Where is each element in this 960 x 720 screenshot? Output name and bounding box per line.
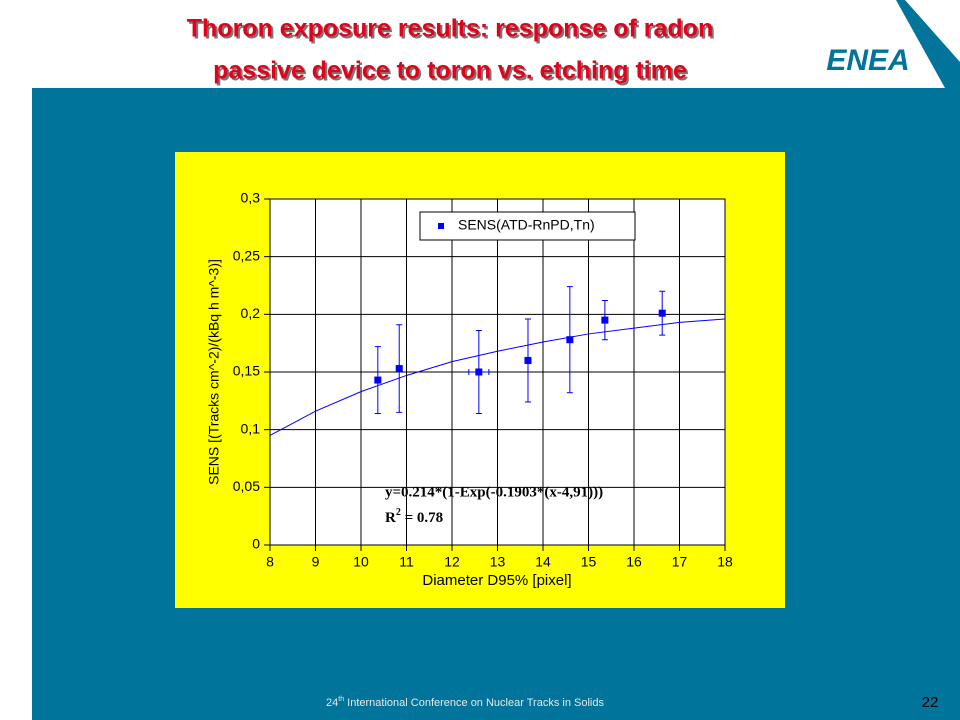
fit-r2: R2 = 0.78 — [385, 507, 443, 526]
x-tick-label: 12 — [444, 554, 460, 570]
x-tick-label: 10 — [353, 554, 369, 570]
point — [395, 365, 403, 373]
fit-curve — [269, 318, 726, 436]
r2-value: = 0.78 — [401, 510, 443, 526]
logo: ENEA — [826, 44, 909, 77]
title-line: passive device to toron vs. etching time — [213, 57, 687, 85]
x-tick-label: 18 — [717, 554, 733, 570]
title-shadow: Thoron exposure results: response of rad… — [189, 17, 715, 45]
y-tick-label: 0,3 — [241, 190, 261, 206]
y-tick-label: 0 — [252, 536, 260, 552]
title: Thoron exposure results: response of rad… — [187, 15, 715, 87]
point — [566, 336, 574, 344]
legend — [419, 211, 636, 241]
y-tick-label: 0,25 — [233, 247, 260, 263]
x-tick-label: 14 — [535, 554, 551, 570]
point — [374, 376, 382, 384]
plot: 0 0,05 0,1 0,15 0,2 0,25 0,3 8 9 10 11 12 13 14 15 16 17… — [233, 190, 733, 570]
point — [601, 316, 609, 324]
legend-label: SENS(ATD-RnPD,Tn) — [458, 217, 595, 233]
title-line: Thoron exposure results: response of rad… — [187, 15, 713, 43]
r2-base: R — [385, 510, 396, 526]
footer-number: 24 — [326, 697, 338, 709]
point — [524, 356, 532, 364]
x-tick-label: 13 — [490, 554, 506, 570]
y-tick-label: 0,15 — [233, 363, 260, 379]
point — [658, 309, 666, 317]
x-tick-label: 8 — [266, 554, 274, 570]
y-tick-label: 0,1 — [241, 420, 261, 436]
page-number: 22 — [922, 694, 939, 711]
footer-text: International Conference on Nuclear Trac… — [344, 697, 604, 709]
fit-equation: y=0.214*(1-Exp(-0.1903*(x-4,91))) — [385, 484, 603, 500]
corner-white — [905, 0, 960, 62]
footer: 24th International Conference on Nuclear… — [326, 696, 604, 709]
y-axis-label: SENS [(Tracks cm^-2)/(kBq h m^-3)] — [206, 259, 222, 485]
r2-sup: 2 — [396, 507, 401, 518]
footer-sup: th — [338, 696, 344, 703]
point — [475, 368, 483, 376]
x-tick-label: 15 — [581, 554, 597, 570]
legend-marker — [438, 223, 444, 229]
x-axis-label: Diameter D95% [pixel] — [422, 572, 571, 589]
y-tick-label: 0,05 — [233, 478, 260, 494]
y-tick-label: 0,2 — [241, 305, 261, 321]
x-tick-label: 11 — [399, 554, 414, 570]
title-shadow: passive device to toron vs. etching time — [215, 59, 689, 87]
x-tick-label: 9 — [312, 554, 320, 570]
x-tick-label: 16 — [626, 554, 642, 570]
x-tick-label: 17 — [672, 554, 688, 570]
